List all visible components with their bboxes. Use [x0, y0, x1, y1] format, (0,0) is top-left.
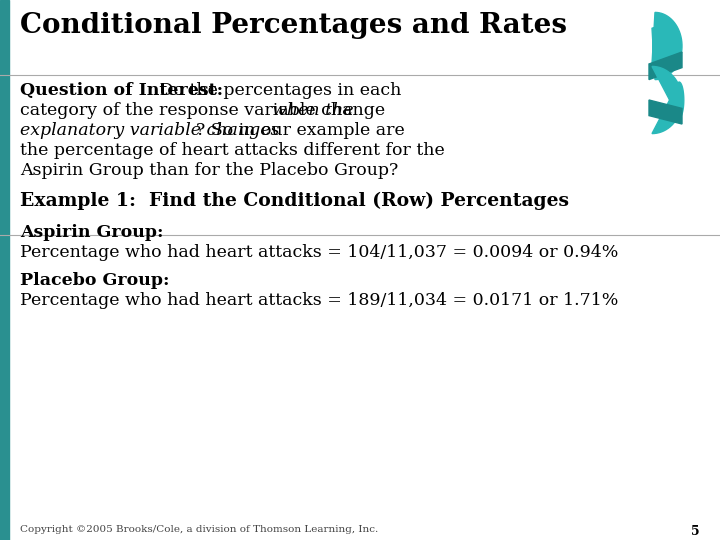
Text: Aspirin Group:: Aspirin Group: [20, 224, 163, 241]
Text: ? So in our example are: ? So in our example are [196, 122, 405, 139]
Text: Conditional Percentages and Rates: Conditional Percentages and Rates [20, 12, 567, 39]
Bar [0, 0, 9, 540]
Polygon shape [652, 66, 684, 133]
Text: category of the response variable change: category of the response variable change [20, 102, 391, 119]
Polygon shape [652, 12, 682, 79]
Text: Do the percentages in each: Do the percentages in each [154, 82, 401, 99]
Text: Question of Interest:: Question of Interest: [20, 82, 223, 99]
Text: explanatory variable changes: explanatory variable changes [20, 122, 279, 139]
Text: when the: when the [272, 102, 354, 119]
Text: Percentage who had heart attacks = 189/11,034 = 0.0171 or 1.71%: Percentage who had heart attacks = 189/1… [20, 292, 618, 309]
Text: the percentage of heart attacks different for the: the percentage of heart attacks differen… [20, 142, 445, 159]
Polygon shape [649, 100, 682, 124]
Text: Aspirin Group than for the Placebo Group?: Aspirin Group than for the Placebo Group… [20, 162, 398, 179]
Text: Copyright ©2005 Brooks/Cole, a division of Thomson Learning, Inc.: Copyright ©2005 Brooks/Cole, a division … [20, 525, 378, 534]
Text: 5: 5 [691, 525, 700, 538]
Text: Percentage who had heart attacks = 104/11,037 = 0.0094 or 0.94%: Percentage who had heart attacks = 104/1… [20, 244, 618, 261]
Text: Example 1:  Find the Conditional (Row) Percentages: Example 1: Find the Conditional (Row) Pe… [20, 192, 569, 210]
Polygon shape [649, 52, 682, 79]
Text: Placebo Group:: Placebo Group: [20, 272, 169, 289]
